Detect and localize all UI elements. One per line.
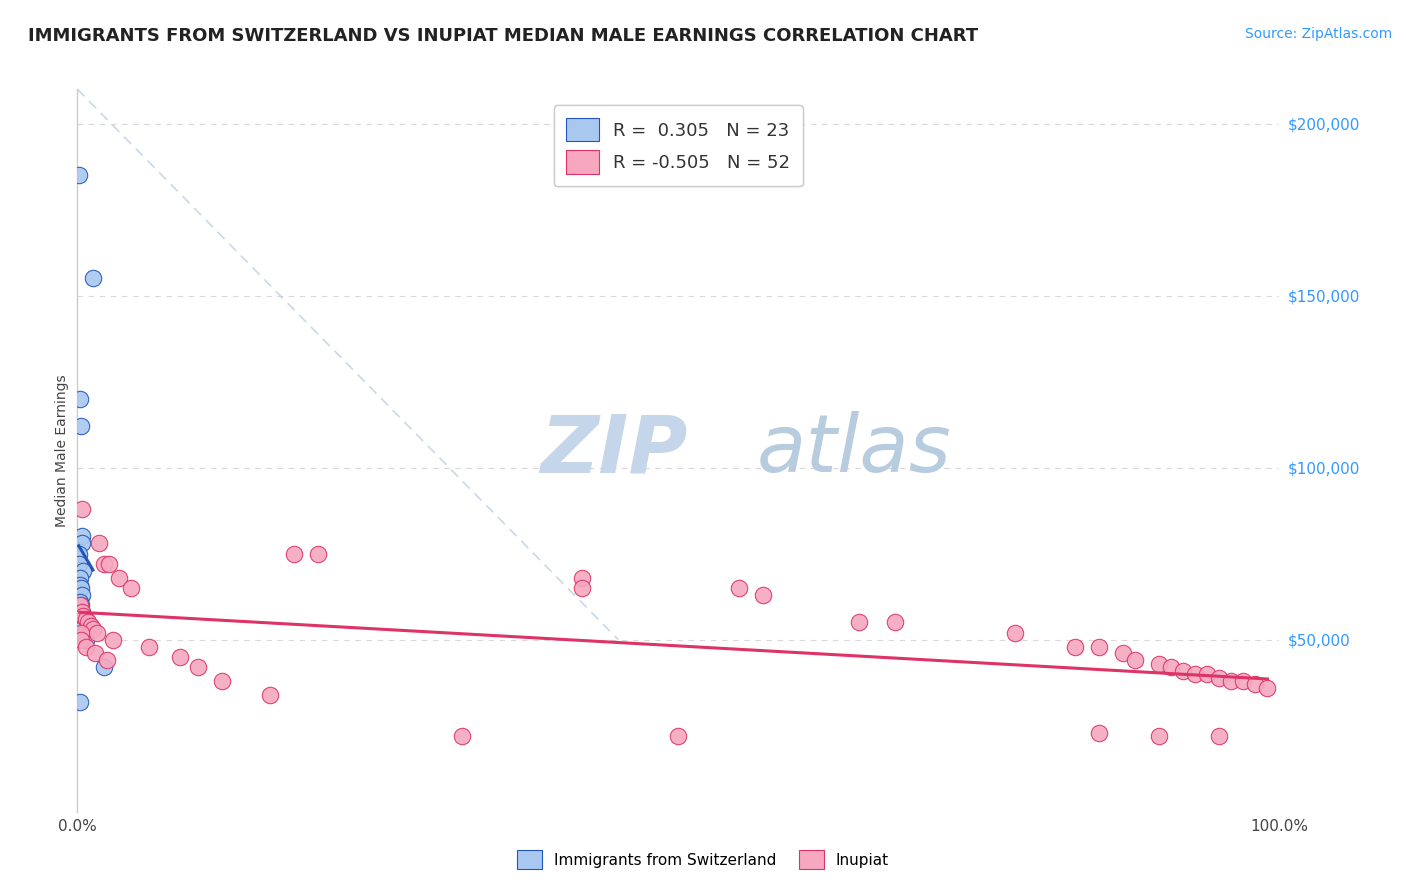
Point (108, 571, 131, 585)
Point (77, 615, 100, 630)
Point (67, 547, 90, 561)
Point (120, 581, 142, 595)
Text: ZIP: ZIP (540, 411, 688, 490)
Point (1232, 673, 1254, 688)
Point (79, 619, 101, 633)
Text: Source: ZipAtlas.com: Source: ZipAtlas.com (1244, 27, 1392, 41)
Point (72, 615, 94, 630)
Point (72, 564, 94, 578)
Point (70, 502, 93, 516)
Point (72, 608, 94, 623)
Point (1149, 729, 1171, 743)
Point (1088, 640, 1111, 654)
Point (75, 632, 97, 647)
Point (69, 168, 91, 182)
Point (1220, 673, 1243, 688)
Point (67, 557, 90, 571)
Point (75, 640, 97, 654)
Point (1244, 677, 1267, 691)
Point (70, 588, 93, 602)
Point (259, 688, 281, 702)
Point (69, 419, 91, 434)
Point (1088, 725, 1111, 739)
Point (70, 605, 93, 619)
Point (451, 729, 474, 743)
Point (571, 571, 593, 585)
Point (72, 619, 94, 633)
Point (1173, 664, 1195, 678)
Point (70, 529, 93, 543)
Point (1123, 653, 1146, 667)
Point (69, 695, 91, 709)
Point (848, 615, 870, 630)
Point (69, 571, 91, 585)
Point (727, 581, 749, 595)
Point (69, 595, 91, 609)
Point (86, 625, 108, 640)
Point (1208, 671, 1230, 685)
Point (571, 581, 593, 595)
Legend: Immigrants from Switzerland, Inupiat: Immigrants from Switzerland, Inupiat (510, 844, 896, 875)
Text: IMMIGRANTS FROM SWITZERLAND VS INUPIAT MEDIAN MALE EARNINGS CORRELATION CHART: IMMIGRANTS FROM SWITZERLAND VS INUPIAT M… (28, 27, 979, 45)
Point (69, 632, 91, 647)
Point (84, 647, 107, 661)
Point (96, 653, 118, 667)
Point (82, 271, 104, 285)
Point (70, 536, 93, 550)
Point (69, 599, 91, 613)
Point (1112, 647, 1135, 661)
Point (751, 588, 773, 602)
Text: atlas: atlas (756, 411, 952, 490)
Point (1208, 729, 1230, 743)
Point (69, 392, 91, 406)
Point (211, 673, 233, 688)
Point (1184, 667, 1206, 681)
Point (1149, 657, 1171, 671)
Point (668, 729, 690, 743)
Point (883, 615, 905, 630)
Point (70, 599, 93, 613)
Point (72, 608, 94, 623)
Point (69, 577, 91, 591)
Point (1004, 625, 1026, 640)
Point (103, 632, 125, 647)
Point (73, 625, 96, 640)
Point (93, 557, 115, 571)
Point (169, 649, 191, 664)
Point (1256, 681, 1278, 695)
Legend: R =  0.305   N = 23, R = -0.505   N = 52: R = 0.305 N = 23, R = -0.505 N = 52 (554, 105, 803, 186)
Point (82, 623, 104, 637)
Point (72, 605, 94, 619)
Point (138, 640, 160, 654)
Point (186, 660, 209, 674)
Y-axis label: Median Male Earnings: Median Male Earnings (55, 374, 69, 527)
Point (87, 536, 110, 550)
Point (97, 557, 120, 571)
Point (70, 625, 93, 640)
Point (1197, 667, 1219, 681)
Point (283, 547, 305, 561)
Point (1064, 640, 1087, 654)
Point (1160, 660, 1182, 674)
Point (93, 660, 115, 674)
Point (75, 612, 97, 626)
Point (70, 581, 93, 595)
Point (307, 547, 329, 561)
